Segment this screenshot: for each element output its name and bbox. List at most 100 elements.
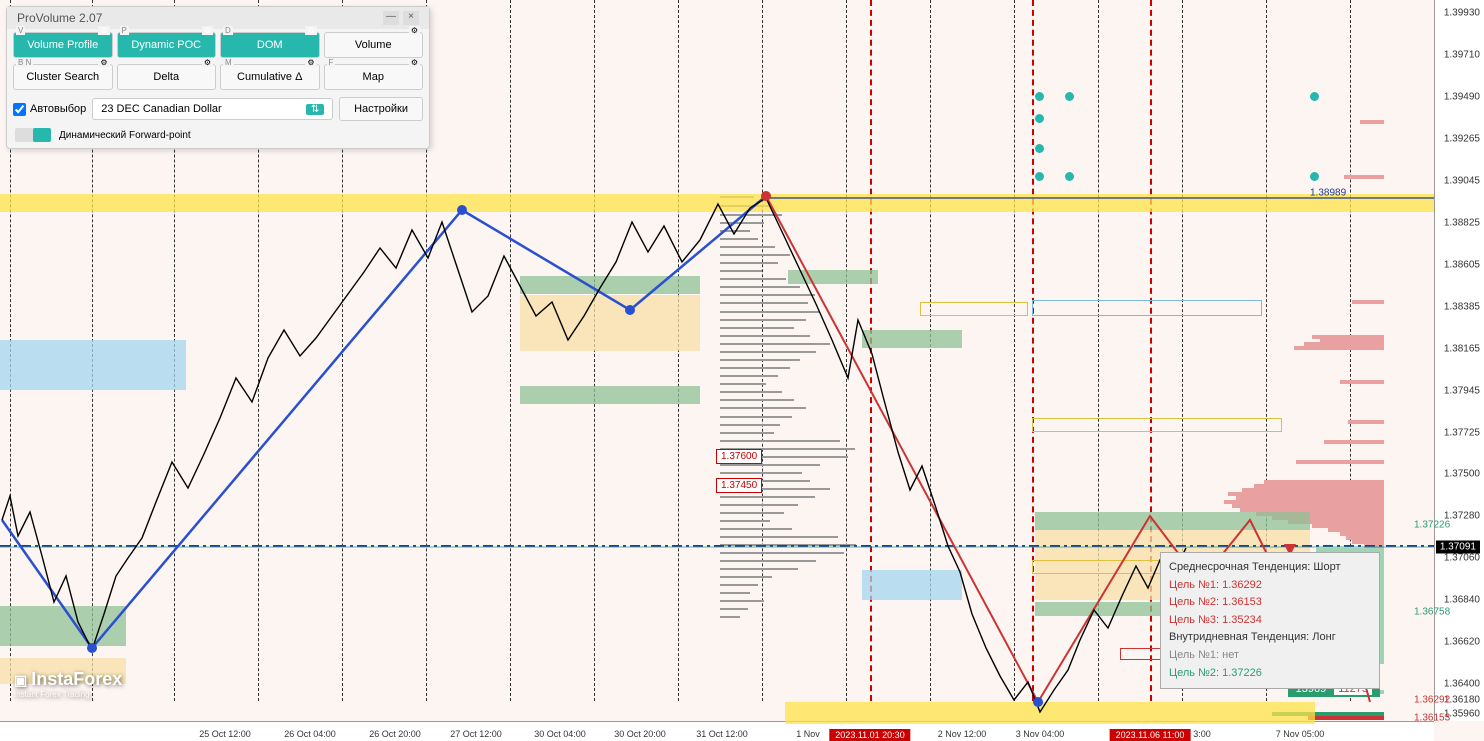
teal-dot-marker: [1065, 172, 1074, 181]
volume-profile-bar: [720, 254, 790, 256]
time-axis-label: 30 Oct 20:00: [614, 729, 666, 739]
volume-profile-right-bar: [1340, 380, 1384, 384]
panel-button-dom[interactable]: D⚙DOM: [220, 32, 320, 58]
teal-dot-marker: [1035, 144, 1044, 153]
time-axis-label: 30 Oct 04:00: [534, 729, 586, 739]
volume-profile-right-bar: [1360, 120, 1384, 124]
gear-icon[interactable]: ⚙: [305, 58, 316, 67]
instaforex-logo: ▣InstaForex Instant Forex Trading: [14, 669, 122, 699]
volume-profile-bar: [720, 504, 798, 506]
volume-profile-bar: [720, 608, 748, 610]
panel-button-cluster-search[interactable]: B N⚙Cluster Search: [13, 64, 113, 90]
gear-icon[interactable]: ⚙: [409, 58, 420, 67]
price-axis-label: 1.36400: [1444, 679, 1480, 690]
volume-profile-bar: [720, 391, 782, 393]
volume-profile-bar: [720, 600, 764, 602]
forward-point-toggle[interactable]: [15, 128, 51, 142]
volume-profile-bar: [720, 278, 786, 280]
settings-button[interactable]: Настройки: [339, 97, 423, 121]
dropdown-arrows-icon[interactable]: ⇅: [306, 104, 324, 115]
panel-button-map[interactable]: F⚙Map: [324, 64, 424, 90]
volume-profile-bar: [720, 568, 798, 570]
price-axis-label: 1.37945: [1444, 386, 1480, 397]
panel-minimize-button[interactable]: —: [383, 11, 399, 25]
info-target-intraday2: Цель №2: 1.37226: [1169, 665, 1371, 683]
price-zone: [520, 295, 700, 351]
price-zone: [0, 606, 126, 646]
volume-profile-bar: [720, 230, 750, 232]
volume-profile-bar: [720, 576, 772, 578]
autoselect-checkbox[interactable]: Автовыбор: [13, 103, 86, 116]
volume-profile-right-bar: [1352, 300, 1384, 304]
gear-icon[interactable]: ⚙: [202, 26, 213, 35]
info-target1: Цель №1: 1.36292: [1169, 577, 1371, 595]
gear-icon[interactable]: ⚙: [98, 26, 109, 35]
panel-close-button[interactable]: ×: [403, 11, 419, 25]
panel-button-dynamic-poc[interactable]: P⚙Dynamic POC: [117, 32, 217, 58]
volume-profile-bar: [720, 367, 790, 369]
volume-profile-bar: [720, 407, 806, 409]
panel-button-delta[interactable]: ⚙Delta: [117, 64, 217, 90]
volume-profile-bar: [720, 424, 780, 426]
volume-profile-bar: [720, 528, 792, 530]
time-marker-red: 2023.11.06 11:00: [1110, 729, 1191, 741]
line-price-label: 1.37226: [1414, 520, 1450, 531]
volume-profile-bar: [720, 343, 830, 345]
panel-button-cumulative-[interactable]: M⚙Cumulative Δ: [220, 64, 320, 90]
volume-profile-bar: [720, 472, 802, 474]
time-axis-label: 1 Nov: [796, 729, 820, 739]
info-intraday: Внутридневная Тенденция: Лонг: [1169, 629, 1371, 647]
forward-point-label: Динамический Forward-point: [59, 130, 191, 141]
volume-profile-bar: [720, 383, 766, 385]
panel-button-volume[interactable]: ⚙Volume: [324, 32, 424, 58]
price-axis-label: 1.38825: [1444, 218, 1480, 229]
panel-button-volume-profile[interactable]: V⚙Volume Profile: [13, 32, 113, 58]
volume-profile-right-bar: [1296, 460, 1384, 464]
volume-profile-bar: [720, 432, 774, 434]
volume-profile-bar: [720, 319, 806, 321]
time-marker-red: 2023.11.01 20:30: [829, 729, 910, 741]
volume-profile-bar: [720, 616, 740, 618]
panel-titlebar[interactable]: ProVolume 2.07 — ×: [7, 7, 429, 29]
gear-icon[interactable]: ⚙: [202, 58, 213, 67]
price-zone: [520, 276, 700, 294]
price-axis-label: 1.39930: [1444, 8, 1480, 19]
time-axis-label: 27 Oct 12:00: [450, 729, 502, 739]
price-zone: [0, 194, 1434, 212]
volume-profile-bar: [720, 335, 810, 337]
price-axis-label: 1.38165: [1444, 344, 1480, 355]
info-midterm: Среднесрочная Тенденция: Шорт: [1169, 559, 1371, 577]
price-zone: [785, 702, 1315, 724]
autoselect-input[interactable]: [13, 103, 26, 116]
current-price-label: 1.37091: [1436, 541, 1480, 554]
line-price-label: 1.36292: [1414, 695, 1450, 706]
volume-profile-bar: [720, 399, 794, 401]
time-axis-label: 31 Oct 12:00: [696, 729, 748, 739]
outlined-zone: [920, 302, 1028, 316]
dropdown-value: 23 DEC Canadian Dollar: [101, 103, 221, 115]
price-level-tag: 1.37600: [716, 449, 762, 464]
teal-dot-marker: [1035, 114, 1044, 123]
volume-profile-bar: [720, 544, 856, 546]
volume-profile-right-bar: [1348, 420, 1384, 424]
price-axis-label: 1.36620: [1444, 637, 1480, 648]
volume-profile-bar: [720, 351, 816, 353]
provolume-panel[interactable]: ProVolume 2.07 — × V⚙Volume ProfileP⚙Dyn…: [6, 6, 430, 149]
volume-profile-bar: [720, 592, 750, 594]
instrument-dropdown[interactable]: 23 DEC Canadian Dollar ⇅: [92, 98, 333, 120]
volume-profile-bar: [720, 584, 758, 586]
price-level-tag: 1.37450: [716, 478, 762, 493]
price-zone: [788, 270, 878, 284]
volume-profile-bar: [720, 520, 770, 522]
gear-icon[interactable]: ⚙: [305, 26, 316, 35]
teal-dot-marker: [1310, 92, 1319, 101]
price-axis-label: 1.36840: [1444, 595, 1480, 606]
volume-profile-bar: [720, 270, 762, 272]
gear-icon[interactable]: ⚙: [409, 26, 420, 35]
gear-icon[interactable]: ⚙: [98, 58, 109, 67]
volume-profile-bar: [720, 416, 792, 418]
volume-profile-bar: [720, 375, 778, 377]
time-axis: 25 Oct 12:0026 Oct 04:0026 Oct 20:0027 O…: [0, 721, 1434, 741]
panel-title-text: ProVolume 2.07: [17, 11, 102, 25]
volume-profile-bar: [720, 440, 840, 442]
